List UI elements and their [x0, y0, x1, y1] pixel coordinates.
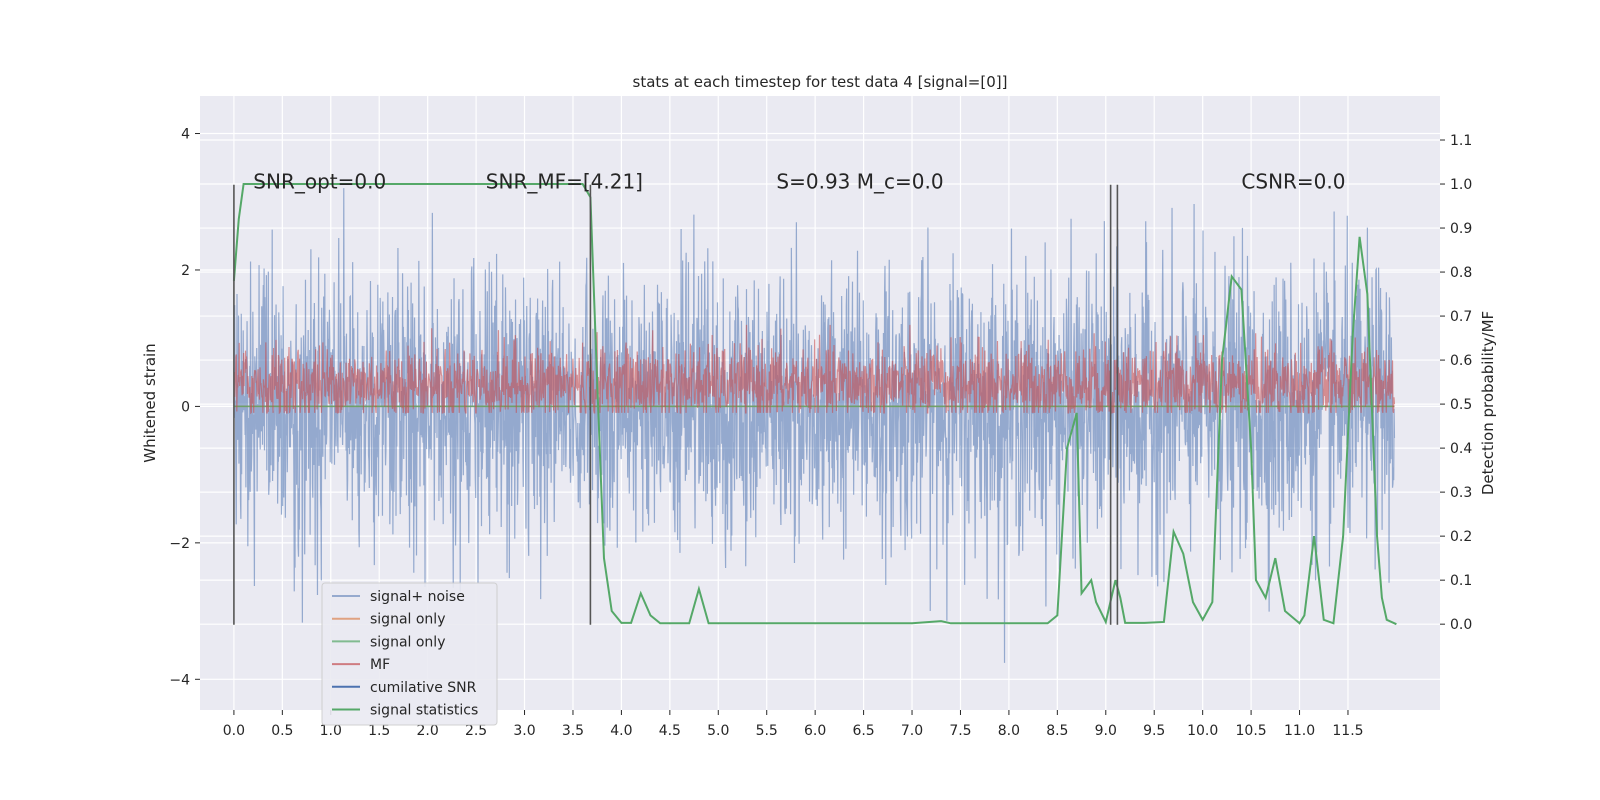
- y-tick-label: 0: [181, 399, 190, 415]
- y2-tick-label: 0.4: [1450, 441, 1472, 457]
- x-tick-label: 7.5: [949, 723, 971, 739]
- y2-tick-label: 1.1: [1450, 133, 1472, 149]
- x-tick-label: 8.5: [1046, 723, 1068, 739]
- chart-title: stats at each timestep for test data 4 […: [633, 73, 1008, 91]
- x-tick-label: 8.0: [998, 723, 1020, 739]
- x-tick-label: 1.0: [320, 723, 342, 739]
- x-tick-label: 10.0: [1187, 723, 1218, 739]
- x-tick-label: 10.5: [1236, 723, 1267, 739]
- legend-label-3: MF: [370, 657, 390, 673]
- y2-tick-label: 0.0: [1450, 617, 1472, 633]
- legend-label-2: signal only: [370, 634, 445, 650]
- x-tick-label: 6.0: [804, 723, 826, 739]
- x-tick-label: 9.5: [1143, 723, 1165, 739]
- y-tick-label: 2: [181, 263, 190, 279]
- x-tick-label: 11.0: [1284, 723, 1315, 739]
- annotation-3: CSNR=0.0: [1241, 169, 1345, 193]
- series-5-line: [232, 183, 1397, 626]
- annotation-2: S=0.93 M_c=0.0: [776, 169, 943, 193]
- y2-tick-label: 0.3: [1450, 485, 1472, 501]
- x-tick-label: 1.5: [368, 723, 390, 739]
- y2-tick-label: 0.9: [1450, 221, 1472, 237]
- x-tick-label: 0.5: [271, 723, 293, 739]
- annotations: SNR_opt=0.0 SNR_MF=[4.21] S=0.93 M_c=0.0 CS…: [253, 169, 1345, 193]
- legend-box: [321, 582, 498, 726]
- y2-tick-label: 0.1: [1450, 573, 1472, 589]
- y2-tick-label: 0.5: [1450, 397, 1472, 413]
- legend: signal+ noise signal only signal only MF cum…: [321, 582, 498, 726]
- y-tick-label: −2: [169, 536, 190, 552]
- annotation-0: SNR_opt=0.0: [253, 169, 386, 193]
- annotation-1: SNR_MF=[4.21]: [486, 169, 643, 193]
- y-tick-label: −4: [169, 672, 190, 688]
- y2-tick-label: 0.7: [1450, 309, 1472, 325]
- series-layer: [232, 183, 1397, 663]
- y2-tick-label: 0.2: [1450, 529, 1472, 545]
- y-tick-label: 4: [181, 127, 190, 143]
- x-tick-label: 6.5: [852, 723, 874, 739]
- y2-axis-label: Detection probability/MF: [1479, 311, 1497, 495]
- x-tick-label: 4.5: [659, 723, 681, 739]
- x-tick-label: 4.0: [610, 723, 632, 739]
- x-tick-label: 5.0: [707, 723, 729, 739]
- x-tick-label: 5.5: [756, 723, 778, 739]
- x-tick-label: 2.0: [417, 723, 439, 739]
- x-tick-label: 0.0: [223, 723, 245, 739]
- y2-tick-label: 1.0: [1450, 177, 1472, 193]
- x-tick-label: 11.5: [1332, 723, 1363, 739]
- x-tick-label: 3.0: [513, 723, 535, 739]
- x-tick-label: 2.5: [465, 723, 487, 739]
- legend-label-0: signal+ noise: [370, 589, 465, 605]
- x-tick-label: 7.0: [901, 723, 923, 739]
- legend-label-5: signal statistics: [370, 703, 478, 719]
- legend-label-1: signal only: [370, 612, 445, 628]
- series-3-line: [233, 324, 1396, 415]
- vertical-markers: [233, 184, 1119, 625]
- y2-tick-label: 0.6: [1450, 353, 1472, 369]
- x-tick-label: 3.5: [562, 723, 584, 739]
- y2-tick-label: 0.8: [1450, 265, 1472, 281]
- legend-label-4: cumilative SNR: [370, 680, 477, 696]
- y-axis-label: Whitened strain: [141, 343, 159, 462]
- x-tick-label: 9.0: [1095, 723, 1117, 739]
- axes: 0.0 0.5 1.0 1.5 2.0 2.5 3.0 3.5 4.0 4.5 5.0 5.5 6.0 6…: [169, 127, 1472, 739]
